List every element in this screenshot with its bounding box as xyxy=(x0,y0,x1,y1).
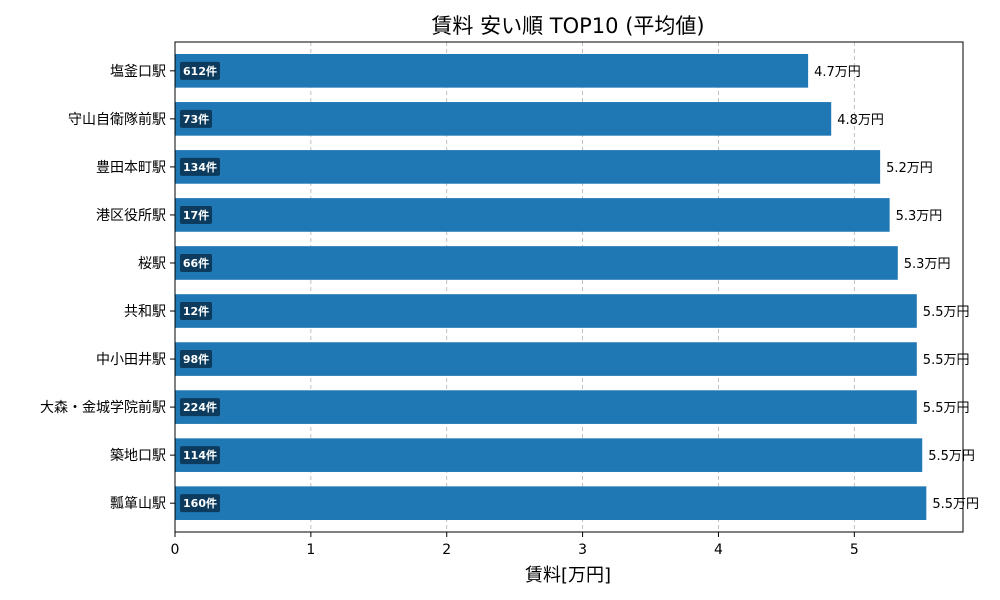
bars: 4.7万円 612件 4.8万円 73件 5.2万円 134件 5.3万円 17件 5.3万円 6… xyxy=(175,54,979,520)
plot-frame xyxy=(174,41,964,533)
category-label: 大森・金城学院前駅 xyxy=(40,399,166,416)
category-label: 築地口駅 xyxy=(110,448,166,464)
value-label: 4.7万円 xyxy=(814,65,861,80)
x-tick-label: 4 xyxy=(714,542,723,558)
chart-title: 賃料 安い順 TOP10 (平均値) xyxy=(431,14,704,38)
count-badge xyxy=(180,61,220,80)
count-label: 73件 xyxy=(183,112,209,126)
count-label: 134件 xyxy=(183,160,217,174)
bar xyxy=(175,390,917,424)
value-label: 5.5万円 xyxy=(923,353,970,368)
count-badge xyxy=(180,302,212,321)
bar xyxy=(175,294,917,328)
x-tick-label: 5 xyxy=(850,542,859,558)
value-label: 5.5万円 xyxy=(923,305,970,320)
bar xyxy=(175,150,881,184)
category-label: 中小田井駅 xyxy=(96,352,166,368)
bar xyxy=(175,54,809,88)
value-label: 5.5万円 xyxy=(923,401,970,416)
count-badge xyxy=(180,350,212,369)
bar xyxy=(175,486,927,520)
count-label: 98件 xyxy=(183,352,209,366)
bar xyxy=(175,102,832,136)
bar xyxy=(175,246,898,280)
count-badge xyxy=(180,446,220,465)
value-label: 5.5万円 xyxy=(932,497,979,512)
value-label: 5.2万円 xyxy=(886,161,933,176)
value-label: 5.3万円 xyxy=(896,209,943,224)
x-tick-label: 3 xyxy=(578,542,587,558)
count-label: 66件 xyxy=(183,256,209,270)
value-label: 5.5万円 xyxy=(928,449,975,464)
category-label: 瓢箪山駅 xyxy=(110,495,166,512)
x-tick-label: 1 xyxy=(306,542,315,558)
bar xyxy=(175,342,917,376)
count-label: 224件 xyxy=(183,400,217,414)
count-label: 17件 xyxy=(183,208,209,222)
x-tick-label: 0 xyxy=(171,542,180,558)
category-label: 桜駅 xyxy=(138,256,166,272)
category-label: 守山自衛隊前駅 xyxy=(68,111,166,128)
count-badge xyxy=(180,109,212,128)
count-label: 160件 xyxy=(183,496,217,510)
count-badge xyxy=(180,494,220,513)
value-label: 5.3万円 xyxy=(904,257,951,272)
category-label: 豊田本町駅 xyxy=(96,160,166,176)
bar xyxy=(175,438,923,472)
axes: 0 1 2 3 4 5 塩釜口駅守山自衛隊前駅豊田本町駅港区役所駅桜駅共和駅中小田井駅大森・… xyxy=(40,64,859,558)
count-badge xyxy=(180,157,220,176)
count-label: 12件 xyxy=(183,304,209,318)
count-badge xyxy=(180,398,220,417)
category-label: 港区役所駅 xyxy=(96,208,166,224)
count-badge xyxy=(180,205,212,224)
x-tick-label: 2 xyxy=(442,542,451,558)
value-label: 4.8万円 xyxy=(837,113,884,128)
count-label: 114件 xyxy=(183,448,217,462)
category-label: 共和駅 xyxy=(124,304,166,320)
category-label: 塩釜口駅 xyxy=(110,64,166,80)
x-axis-label: 賃料[万円] xyxy=(525,565,611,586)
bar xyxy=(175,198,890,232)
count-label: 612件 xyxy=(183,64,217,78)
count-badge xyxy=(180,253,212,272)
